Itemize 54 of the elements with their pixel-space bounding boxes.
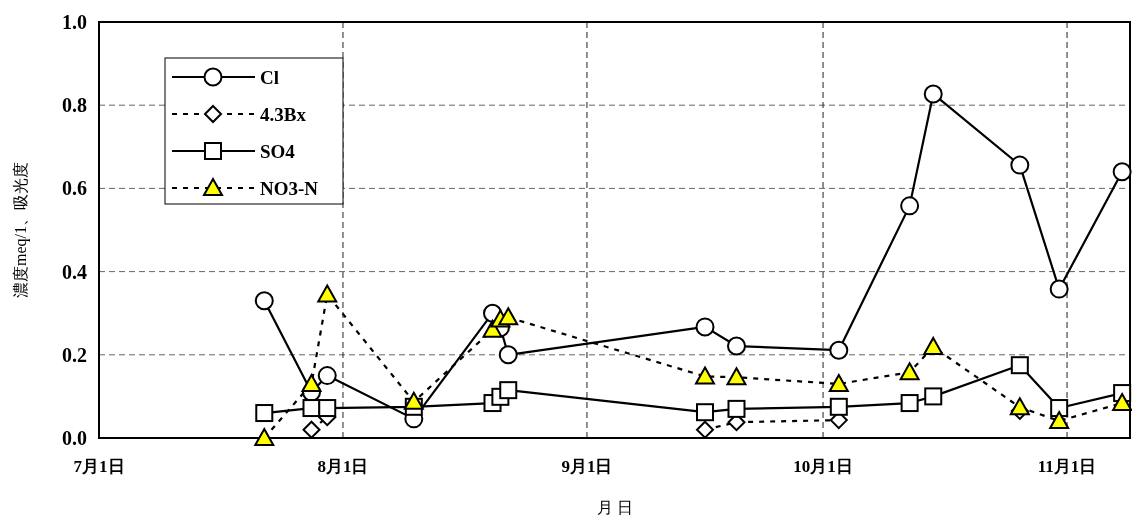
y-tick-label: 0.8 [62, 94, 87, 117]
point [900, 196, 920, 216]
point [1112, 162, 1132, 182]
point [499, 381, 518, 400]
point [829, 397, 848, 416]
point [1010, 155, 1030, 175]
point [317, 366, 337, 386]
y-tick-label: 0.0 [62, 427, 87, 449]
x-tick-label: 8月1日 [317, 457, 369, 476]
point [695, 317, 715, 337]
point [923, 84, 943, 104]
legend-label: SO4 [260, 141, 296, 162]
point [899, 362, 920, 381]
point [318, 399, 337, 418]
point [498, 345, 518, 365]
point [317, 284, 338, 303]
point [254, 428, 275, 446]
x-tick-label: 9月1日 [561, 457, 613, 476]
legend-label: NO3-N [260, 178, 319, 199]
y-tick-label: 0.4 [62, 260, 87, 283]
point [1009, 397, 1030, 416]
point [900, 394, 919, 413]
point [255, 404, 274, 423]
point [1112, 393, 1132, 412]
y-tick-label: 0.2 [62, 343, 87, 366]
y-tick-label: 1.0 [62, 11, 87, 33]
point [726, 367, 747, 386]
point [829, 340, 849, 360]
x-tick-label: 7月1日 [73, 457, 125, 476]
point [254, 291, 274, 311]
point [696, 403, 715, 422]
point [1049, 279, 1069, 299]
x-tick-label: 10月1日 [793, 457, 853, 476]
point [498, 307, 519, 326]
point [302, 399, 321, 418]
legend-label: Cl [260, 67, 279, 88]
point [727, 399, 746, 418]
point [1049, 410, 1070, 429]
point [923, 336, 944, 355]
y-axis-title: 濃度meq/1、吸光度 [12, 162, 30, 298]
y-tick-label: 0.6 [62, 177, 87, 200]
point [403, 391, 424, 410]
point [828, 373, 849, 392]
point [301, 373, 322, 392]
x-axis-title: 月 日 [596, 499, 633, 516]
legend-label: 4.3Bx [260, 104, 307, 125]
point [695, 366, 716, 385]
point [696, 420, 715, 439]
point [1050, 399, 1069, 418]
point [726, 336, 746, 356]
point [302, 420, 321, 439]
point [924, 387, 943, 406]
x-tick-label: 11月1日 [1037, 457, 1097, 476]
point [1010, 356, 1029, 375]
